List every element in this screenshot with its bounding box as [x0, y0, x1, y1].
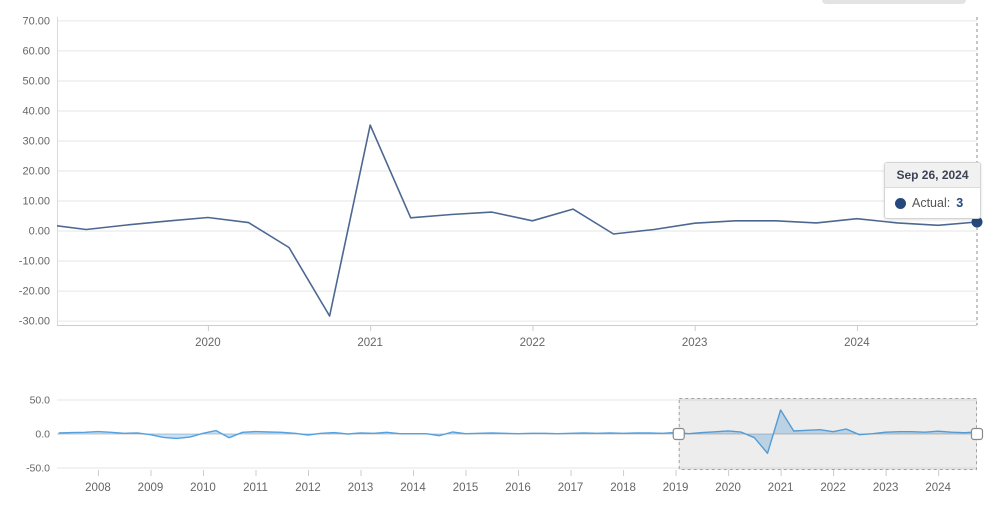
main-x-tick-label: 2021: [357, 337, 383, 349]
nav-x-tick-label: 2015: [453, 482, 479, 494]
navigator-handle-right[interactable]: [970, 427, 984, 441]
nav-x-tick-label: 2024: [925, 482, 951, 494]
main-x-tick-label: 2024: [844, 337, 870, 349]
nav-x-tick-label: 2010: [190, 482, 216, 494]
nav-x-tick-label: 2013: [348, 482, 374, 494]
nav-x-tick-label: 2014: [400, 482, 426, 494]
main-y-tick-label: 40.00: [22, 105, 50, 117]
series-marker-dot: [895, 197, 906, 209]
nav-x-tick-label: 2011: [243, 482, 268, 494]
nav-x-tick-label: 2020: [715, 482, 741, 494]
nav-x-tick-label: 2023: [873, 482, 899, 494]
chart-tooltip: Sep 26, 2024 Actual: 3: [884, 162, 981, 219]
navigator-handle-left[interactable]: [672, 427, 685, 441]
hovered-point-marker: [971, 216, 983, 228]
nav-x-tick-label: 2022: [820, 482, 846, 494]
main-y-tick-label: 50.00: [22, 75, 50, 87]
nav-x-tick-label: 2016: [505, 482, 531, 494]
nav-x-tick-label: 2019: [663, 482, 689, 494]
main-x-tick-label: 2022: [520, 337, 546, 349]
nav-x-tick-label: 2017: [558, 482, 584, 494]
tooltip-date: Sep 26, 2024: [885, 163, 980, 188]
nav-x-tick-label: 2012: [295, 482, 321, 494]
main-y-tick-label: 0.00: [29, 226, 50, 238]
nav-y-tick-label: 50.0: [30, 394, 51, 406]
main-y-tick-label: -30.00: [19, 316, 50, 328]
tooltip-series-row: Actual: 3: [885, 188, 980, 218]
nav-x-tick-label: 2018: [610, 482, 636, 494]
main-y-tick-label: -20.00: [19, 286, 50, 298]
main-x-tick-label: 2020: [195, 337, 221, 349]
nav-x-tick-label: 2009: [138, 482, 164, 494]
main-y-tick-label: -10.00: [19, 256, 50, 268]
actual-series-line: [57, 124, 977, 317]
nav-y-tick-label: 0.0: [35, 429, 50, 441]
nav-x-tick-label: 2021: [768, 482, 794, 494]
nav-area-fill: [58, 410, 977, 454]
nav-x-tick-label: 2008: [85, 482, 111, 494]
main-y-tick-label: 70.00: [22, 15, 50, 27]
main-y-tick-label: 30.00: [22, 135, 50, 147]
cropped-toolbar-edge: [822, 0, 966, 4]
nav-series-line: [58, 409, 977, 454]
main-y-tick-label: 10.00: [22, 196, 50, 208]
main-x-tick-label: 2023: [682, 337, 708, 349]
nav-y-tick-label: -50.0: [26, 463, 50, 475]
main-y-tick-label: 20.00: [22, 166, 50, 178]
main-y-tick-label: 60.00: [22, 45, 50, 57]
tooltip-series-value: 3: [956, 196, 964, 210]
tooltip-series-label: Actual:: [912, 196, 951, 210]
navigator-selected-range[interactable]: [678, 398, 977, 470]
